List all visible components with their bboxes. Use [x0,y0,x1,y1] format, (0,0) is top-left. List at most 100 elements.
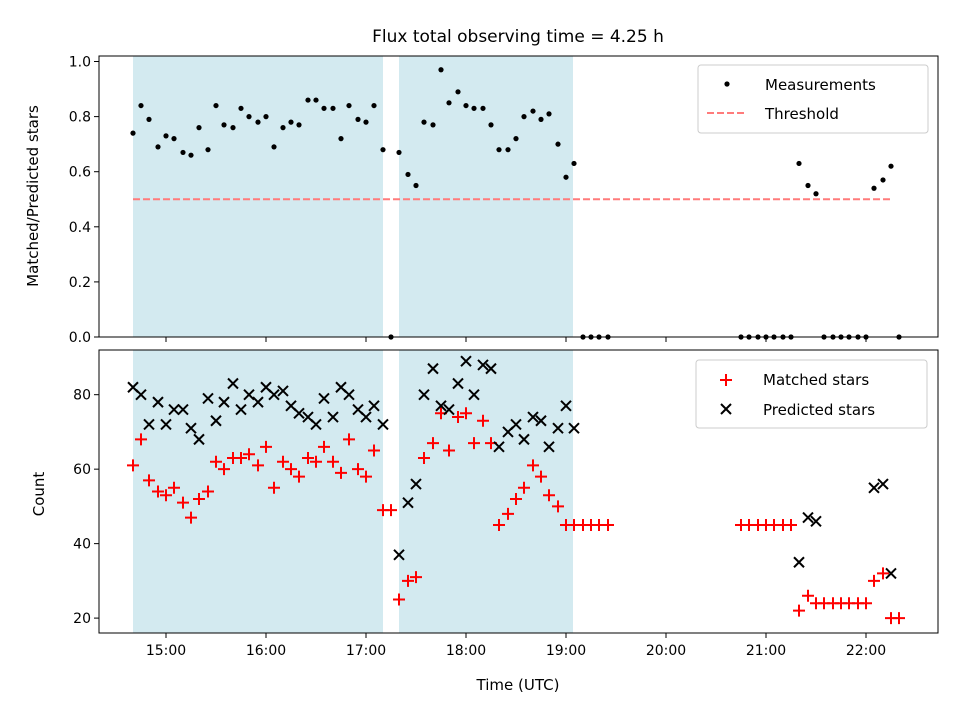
measurement-point [213,102,219,109]
legend-marker-predicted [720,403,732,415]
top-y-tick-label: 0.4 [69,220,91,236]
legend-marker-matched [720,374,732,386]
predicted-star-point [160,418,172,431]
predicted-star-point [560,400,572,412]
bot-y-tick-label: 60 [73,462,91,478]
matched-star-point [360,470,372,483]
predicted-star-point [168,403,180,416]
legend-marker-measurements [724,81,730,87]
matched-star-point [268,481,280,494]
measurement-point [530,108,536,114]
predicted-star-point [410,478,422,490]
matched-star-point [277,455,289,468]
predicted-star-point [543,441,555,453]
bot-y-tick-label: 20 [73,611,91,627]
matched-star-point [285,463,297,476]
predicted-star-point [443,403,455,416]
x-tick-label: 22:00 [846,643,886,659]
legend-label-threshold: Threshold [764,105,839,123]
measurement-point [196,125,202,131]
matched-star-point [527,459,539,472]
matched-star-point [860,597,872,610]
predicted-star-point [193,433,205,446]
predicted-star-point [143,418,155,431]
predicted-star-point [477,359,489,371]
measurement-point [880,177,886,183]
predicted-star-point [393,549,405,561]
x-tick-label: 16:00 [246,643,286,659]
top-legend-box [697,64,929,134]
predicted-star-point [218,396,230,408]
measurement-point [871,185,877,191]
measurement-point [563,174,569,180]
predicted-star-point [460,355,472,367]
bottom-legend-box [695,359,928,429]
measurement-point [130,130,136,136]
predicted-star-point [418,388,430,401]
predicted-star-point [377,418,389,431]
predicted-star-point [368,400,380,412]
predicted-star-point [535,415,547,427]
matched-star-point [310,455,322,468]
top-shaded-intervals [133,56,573,337]
bottom-x-axis: 15:00 16:00 17:00 18:00 19:00 20:00 21:00 22:00 [146,633,886,659]
measurement-point [505,147,511,153]
bot-y-tick-label: 40 [73,537,91,553]
matched-star-point [302,451,314,464]
measurement-point [230,125,236,131]
x-tick-label: 21:00 [746,643,786,659]
matched-star-point [443,444,455,457]
predicted-star-point [185,422,197,434]
measurement-point [221,122,227,128]
measurement-point [463,102,469,109]
measurement-point [413,182,419,189]
matched-star-point [210,455,222,468]
matched-star-point [177,496,189,509]
measurement-point [280,125,286,131]
measurement-point [171,136,177,142]
measurement-point [138,102,144,109]
top-y-tick-label: 0.6 [69,165,91,181]
measurement-point [471,105,477,111]
measurement-point [813,191,819,197]
measurement-point [205,147,211,153]
predicted-star-point [793,556,805,568]
matched-star-point [327,455,339,468]
x-tick-label: 18:00 [446,643,486,659]
matched-star-point [243,448,255,461]
matched-star-point [543,489,555,502]
top-shaded-interval-1 [399,56,573,337]
measurement-point [371,102,377,109]
predicted-star-point [810,515,822,527]
measurement-point [430,122,436,128]
matched-star-point [352,463,364,476]
legend-label-matched: Matched stars [763,371,869,389]
measurement-point [513,136,519,142]
matched-star-point [260,440,272,453]
x-tick-label: 15:00 [146,643,186,659]
top-y-tick-label: 0.0 [69,330,91,346]
matched-star-point [127,459,139,472]
predicted-star-point [518,433,530,446]
predicted-star-point [885,567,897,580]
matched-star-point [143,474,155,487]
matched-star-point [135,433,147,446]
measurement-point [255,119,261,125]
predicted-star-point [227,377,239,390]
top-y-axis: 0.0 0.2 0.4 0.6 0.8 1.0 [69,55,99,346]
matched-star-point [535,470,547,483]
predicted-star-point [427,362,439,375]
top-y-axis-label: Matched/Predicted stars [24,105,42,287]
measurement-point [571,160,577,167]
matched-star-point [318,440,330,453]
predicted-star-point [527,411,539,423]
predicted-star-point [177,403,189,416]
measurement-point [263,114,269,120]
matched-star-point [202,485,214,498]
top-y-tick-label: 0.2 [69,275,91,291]
measurement-point [346,102,352,109]
predicted-star-point [152,396,164,408]
predicted-star-point [435,400,447,412]
matched-star-point [152,485,164,498]
